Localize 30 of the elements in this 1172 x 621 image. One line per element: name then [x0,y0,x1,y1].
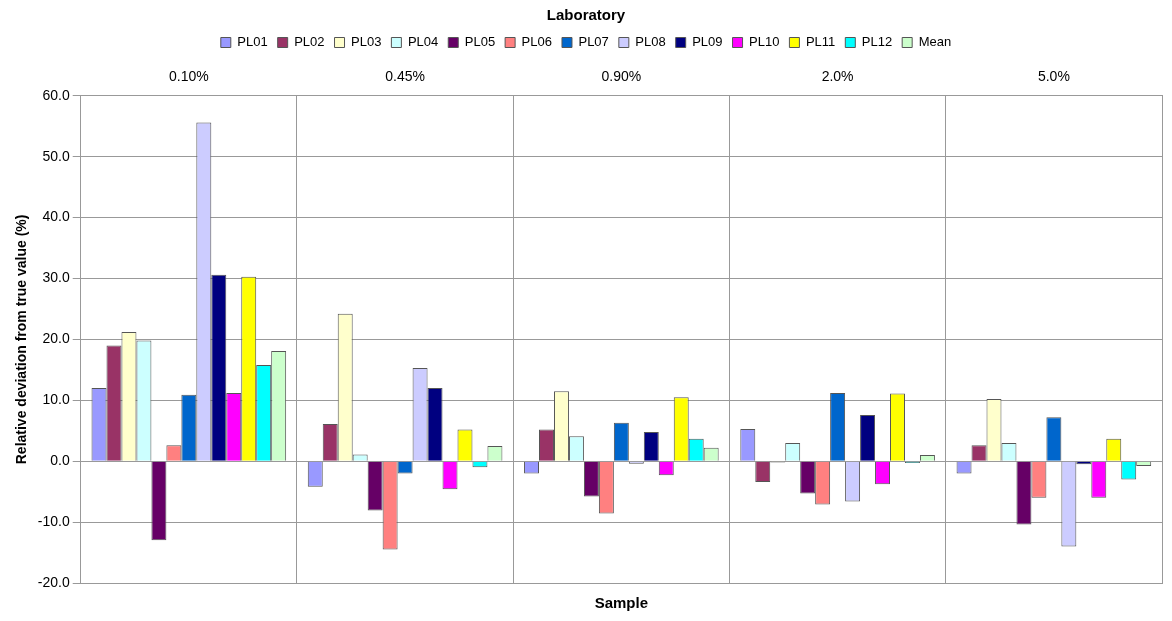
y-tick-label: 30.0 [42,269,70,286]
legend-label: PL04 [407,34,439,50]
legend-label: PL08 [635,34,666,50]
y-tick-label: 50.0 [42,147,70,164]
x-tick-label: 5.0% [1037,68,1070,85]
legend-label: PL09 [692,34,723,50]
legend-label: PL05 [464,34,496,50]
x-tick-label: 0.10% [168,68,209,85]
legend-label: PL02 [294,34,325,50]
legend-label: Mean [918,34,952,50]
x-tick-label: 0.45% [385,68,425,85]
legend-label: PL12 [861,34,893,50]
legend-label: PL03 [351,34,382,50]
y-tick-label: 0.0 [50,452,70,469]
legend-label: PL10 [749,34,780,50]
legend-label: PL01 [237,34,268,50]
x-axis-title: Sample [594,594,649,612]
y-axis-title: Relative deviation from true value (%) [13,214,30,465]
y-tick-label: -10.0 [37,512,70,529]
y-tick-label: 10.0 [42,391,70,408]
y-tick-label: 20.0 [42,330,70,347]
legend-label: PL07 [578,34,609,50]
x-tick-label: 2.0% [821,68,854,85]
y-tick-label: 40.0 [42,208,70,225]
y-tick-label: -20.0 [37,573,70,590]
legend-label: PL06 [521,34,552,50]
x-tick-label: 0.90% [601,68,642,85]
y-tick-label: 60.0 [42,86,70,103]
legend-title: Laboratory [546,5,626,23]
legend-label: PL11 [805,34,836,50]
